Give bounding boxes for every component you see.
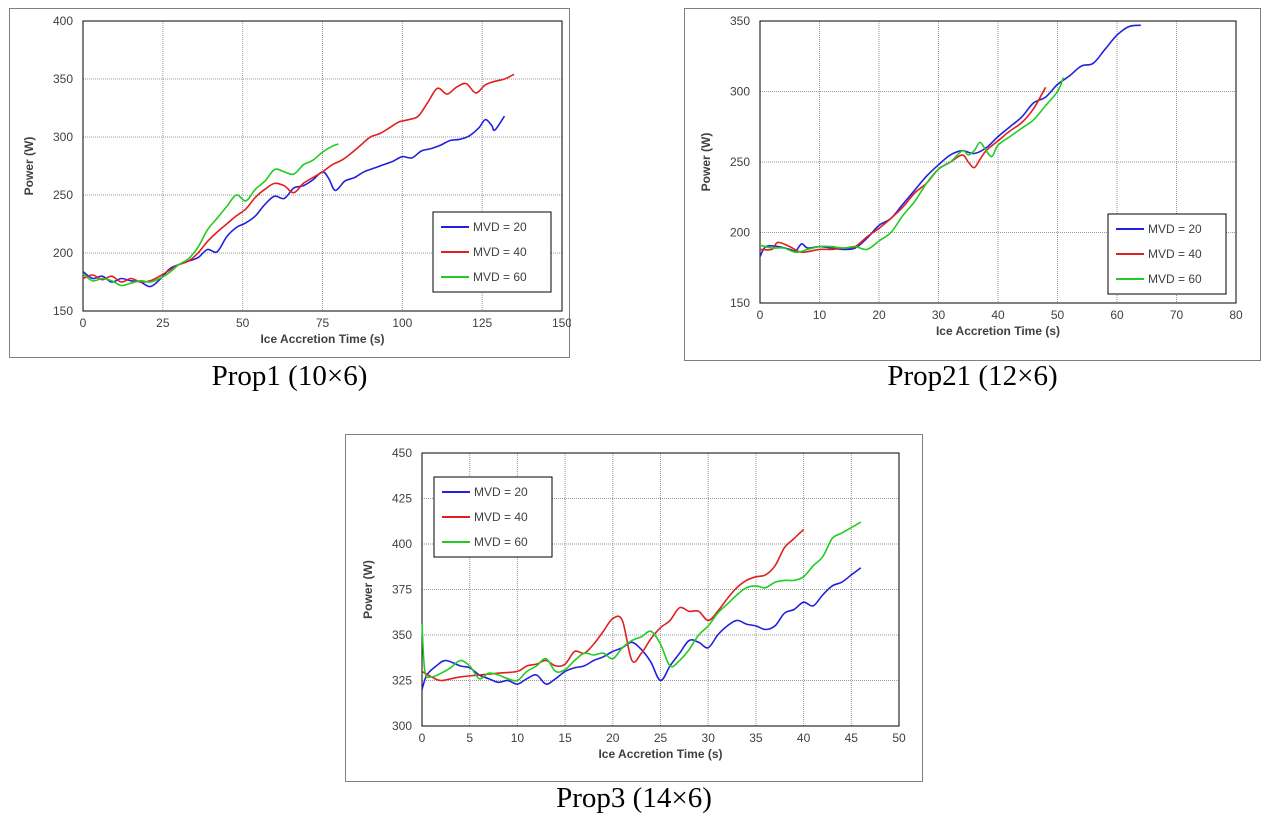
caption-prop3: Prop3 (14×6) <box>556 782 712 814</box>
plot-area-frame <box>82 20 563 312</box>
chart-panel-prop21: 0 10 20 30 40 50 60 70 80 150 200 250 300 350 Ice Accr… <box>684 8 1261 361</box>
x-tick-label: 15 <box>558 731 572 745</box>
caption-prop21: Prop21 (12×6) <box>887 360 1058 392</box>
x-tick-label: 40 <box>991 308 1005 322</box>
x-tick-label: 125 <box>472 316 492 330</box>
series-line-2 <box>82 73 515 283</box>
x-axis-title: Ice Accretion Time (s) <box>260 332 384 346</box>
x-tick-label: 75 <box>316 316 330 330</box>
x-tick-label: 150 <box>552 316 571 330</box>
legend-label: MVD = 20 <box>1148 222 1202 236</box>
y-tick-label: 400 <box>392 537 412 551</box>
y-tick-label: 150 <box>53 304 73 318</box>
y-axis-title: Power (W) <box>361 560 375 619</box>
legend-label: MVD = 20 <box>473 220 527 234</box>
x-tick-label: 60 <box>1110 308 1124 322</box>
legend-label: MVD = 60 <box>474 535 528 549</box>
legend: MVD = 20 MVD = 40 MVD = 60 <box>432 211 552 293</box>
y-tick-label: 400 <box>53 14 73 28</box>
x-tick-label: 30 <box>702 731 716 745</box>
legend-label: MVD = 40 <box>474 510 528 524</box>
y-tick-label: 450 <box>392 446 412 460</box>
x-tick-label: 20 <box>872 308 886 322</box>
chart-prop21: 0 10 20 30 40 50 60 70 80 150 200 250 300 350 Ice Accr… <box>699 14 1243 338</box>
x-tick-label: 50 <box>236 316 250 330</box>
y-tick-label: 325 <box>392 674 412 688</box>
chart-panel-prop1: 0 25 50 75 100 125 150 150 200 250 300 350 400 Ice Ac… <box>9 8 571 358</box>
chart-prop1: 0 25 50 75 100 125 150 150 200 250 300 350 400 Ice Ac… <box>22 14 571 346</box>
y-tick-label: 150 <box>730 296 750 310</box>
series-line-2 <box>759 86 1047 254</box>
legend-label: MVD = 40 <box>1148 247 1202 261</box>
legend-label: MVD = 60 <box>473 270 527 284</box>
chart-prop3: 0 5 10 15 20 25 30 35 40 45 50 300 325 350 375 400 425 45… <box>361 446 906 761</box>
x-tick-label: 50 <box>1051 308 1065 322</box>
legend: MVD = 20 MVD = 40 MVD = 60 <box>1107 213 1227 295</box>
x-tick-label: 20 <box>606 731 620 745</box>
x-tick-label: 0 <box>80 316 87 330</box>
x-tick-label: 25 <box>654 731 668 745</box>
plot-area-frame <box>421 452 900 727</box>
series-line-2 <box>421 528 805 682</box>
y-tick-label: 300 <box>392 719 412 733</box>
caption-prop1: Prop1 (10×6) <box>211 360 368 392</box>
plot-area-frame <box>759 20 1237 304</box>
x-tick-label: 5 <box>466 731 473 745</box>
series-line-3 <box>759 77 1065 254</box>
x-tick-label: 10 <box>813 308 827 322</box>
y-axis-title: Power (W) <box>699 133 713 192</box>
y-tick-label: 200 <box>730 226 750 240</box>
y-axis-title: Power (W) <box>22 137 36 196</box>
x-tick-label: 30 <box>932 308 946 322</box>
legend-label: MVD = 60 <box>1148 272 1202 286</box>
x-tick-label: 80 <box>1229 308 1243 322</box>
x-axis-title: Ice Accretion Time (s) <box>598 747 722 761</box>
series-line-1 <box>421 567 862 690</box>
series-line-3 <box>82 143 339 287</box>
y-tick-label: 350 <box>392 628 412 642</box>
chart-panel-prop3: 0 5 10 15 20 25 30 35 40 45 50 300 325 350 375 400 425 45… <box>345 434 923 782</box>
x-tick-label: 0 <box>757 308 764 322</box>
x-tick-label: 45 <box>845 731 859 745</box>
y-tick-label: 200 <box>53 246 73 260</box>
y-tick-label: 300 <box>53 130 73 144</box>
y-tick-label: 300 <box>730 85 750 99</box>
series-line-3 <box>421 521 862 682</box>
y-tick-label: 375 <box>392 583 412 597</box>
x-tick-label: 10 <box>511 731 525 745</box>
x-tick-label: 25 <box>156 316 170 330</box>
y-tick-label: 250 <box>730 155 750 169</box>
legend: MVD = 20 MVD = 40 MVD = 60 <box>433 476 553 558</box>
x-axis-title: Ice Accretion Time (s) <box>936 324 1060 338</box>
y-tick-label: 250 <box>53 188 73 202</box>
x-tick-label: 0 <box>419 731 426 745</box>
series-line-1 <box>759 24 1141 257</box>
legend-label: MVD = 20 <box>474 485 528 499</box>
x-tick-label: 40 <box>797 731 811 745</box>
y-tick-label: 350 <box>730 14 750 28</box>
x-tick-label: 100 <box>392 316 412 330</box>
x-tick-label: 70 <box>1170 308 1184 322</box>
series-line-1 <box>82 115 506 288</box>
y-tick-label: 350 <box>53 72 73 86</box>
legend-label: MVD = 40 <box>473 245 527 259</box>
x-tick-label: 35 <box>749 731 763 745</box>
y-tick-label: 425 <box>392 492 412 506</box>
x-tick-label: 50 <box>892 731 906 745</box>
